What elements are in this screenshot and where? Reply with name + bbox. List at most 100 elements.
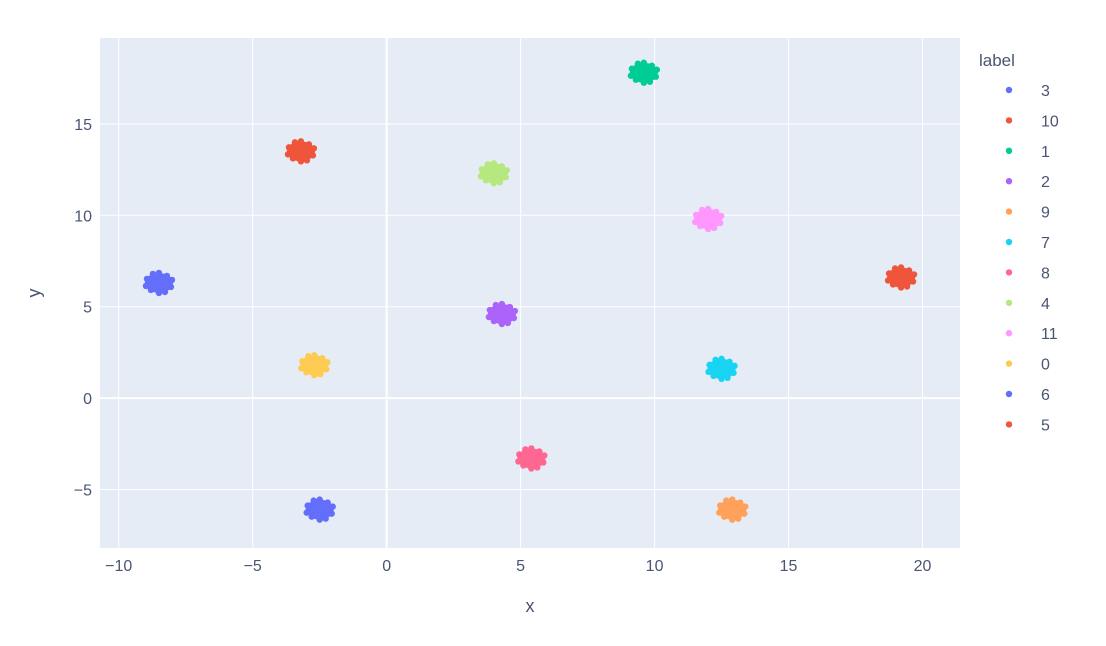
cluster-9[interactable] [716, 496, 749, 523]
legend-item-11[interactable]: 11 [1005, 326, 1058, 343]
legend-item-6[interactable]: 6 [1005, 387, 1050, 404]
data-point[interactable] [285, 144, 293, 151]
data-point[interactable] [696, 222, 704, 230]
data-point[interactable] [712, 356, 719, 364]
data-point[interactable] [498, 163, 506, 170]
data-point[interactable] [498, 300, 506, 308]
data-point[interactable] [167, 283, 175, 291]
data-point[interactable] [317, 371, 324, 378]
data-point[interactable] [731, 362, 738, 370]
data-point[interactable] [506, 303, 514, 311]
data-point[interactable] [909, 278, 917, 285]
data-point[interactable] [717, 212, 725, 220]
data-point[interactable] [691, 218, 699, 226]
data-point[interactable] [520, 462, 527, 469]
data-point[interactable] [328, 510, 335, 517]
legend-item-3[interactable]: 3 [1005, 83, 1050, 100]
data-point[interactable] [640, 59, 648, 66]
data-point[interactable] [142, 282, 150, 290]
data-point[interactable] [540, 459, 547, 466]
data-point[interactable] [646, 78, 654, 85]
data-point[interactable] [716, 509, 723, 516]
data-point[interactable] [627, 72, 635, 79]
data-point[interactable] [511, 307, 519, 315]
data-point[interactable] [724, 374, 731, 382]
cluster-11[interactable] [691, 205, 725, 233]
data-point[interactable] [729, 516, 736, 523]
data-point[interactable] [528, 445, 535, 452]
data-point[interactable] [310, 145, 318, 152]
cluster-0[interactable] [298, 352, 331, 379]
data-point[interactable] [516, 451, 523, 458]
data-point[interactable] [632, 76, 640, 83]
data-point[interactable] [522, 446, 529, 453]
legend[interactable]: label 3 10 1 2 9 7 8 4 11 0 6 5 [979, 51, 1059, 434]
data-point[interactable] [149, 270, 157, 278]
data-point[interactable] [305, 353, 312, 360]
data-point[interactable] [717, 502, 724, 509]
data-point[interactable] [640, 79, 648, 86]
data-point[interactable] [504, 319, 512, 327]
data-point[interactable] [648, 62, 656, 69]
legend-items[interactable]: 3 10 1 2 9 7 8 4 11 0 6 5 [1005, 83, 1059, 434]
data-point[interactable] [161, 288, 169, 296]
data-point[interactable] [889, 281, 897, 288]
legend-item-9[interactable]: 9 [1005, 205, 1050, 222]
data-point[interactable] [303, 157, 311, 164]
data-point[interactable] [324, 499, 331, 506]
cluster-2[interactable] [485, 300, 519, 328]
data-point[interactable] [298, 365, 305, 372]
data-point[interactable] [155, 289, 163, 297]
data-point[interactable] [492, 301, 500, 309]
legend-item-8[interactable]: 8 [1005, 265, 1050, 282]
data-point[interactable] [726, 358, 733, 366]
data-point[interactable] [910, 271, 918, 278]
data-point[interactable] [541, 452, 548, 459]
data-point[interactable] [490, 160, 498, 167]
data-point[interactable] [723, 497, 730, 504]
data-point[interactable] [903, 283, 911, 290]
data-point[interactable] [316, 496, 323, 503]
data-point[interactable] [536, 448, 543, 455]
data-point[interactable] [311, 372, 318, 379]
data-point[interactable] [490, 317, 498, 325]
data-point[interactable] [515, 458, 522, 465]
data-point[interactable] [477, 173, 485, 180]
data-point[interactable] [897, 284, 905, 291]
data-point[interactable] [729, 496, 736, 503]
data-point[interactable] [311, 352, 318, 359]
data-point[interactable] [737, 499, 744, 506]
data-point[interactable] [147, 286, 155, 294]
cluster-5[interactable] [884, 264, 918, 291]
data-point[interactable] [905, 267, 913, 274]
data-point[interactable] [323, 366, 330, 373]
data-point[interactable] [712, 208, 720, 216]
data-point[interactable] [310, 497, 317, 504]
data-point[interactable] [634, 60, 642, 67]
data-point[interactable] [897, 264, 905, 271]
data-point[interactable] [284, 151, 292, 158]
data-point[interactable] [718, 375, 725, 383]
legend-item-10[interactable]: 10 [1005, 113, 1059, 130]
data-point[interactable] [324, 359, 331, 366]
data-point[interactable] [528, 465, 535, 472]
cluster-1[interactable] [627, 59, 661, 86]
data-point[interactable] [490, 180, 498, 187]
data-point[interactable] [303, 509, 310, 516]
data-point[interactable] [305, 141, 313, 148]
data-point[interactable] [628, 65, 636, 72]
data-point[interactable] [884, 277, 892, 284]
data-point[interactable] [291, 139, 299, 146]
data-point[interactable] [485, 313, 493, 321]
data-point[interactable] [742, 503, 749, 510]
cluster-10[interactable] [284, 138, 318, 165]
data-point[interactable] [698, 206, 706, 214]
legend-item-0[interactable]: 0 [1005, 357, 1050, 374]
data-point[interactable] [704, 205, 712, 213]
data-point[interactable] [297, 158, 305, 165]
data-point[interactable] [496, 179, 504, 186]
cluster-3[interactable] [303, 496, 336, 523]
data-point[interactable] [710, 224, 718, 232]
data-point[interactable] [289, 155, 297, 162]
data-point[interactable] [503, 167, 511, 174]
